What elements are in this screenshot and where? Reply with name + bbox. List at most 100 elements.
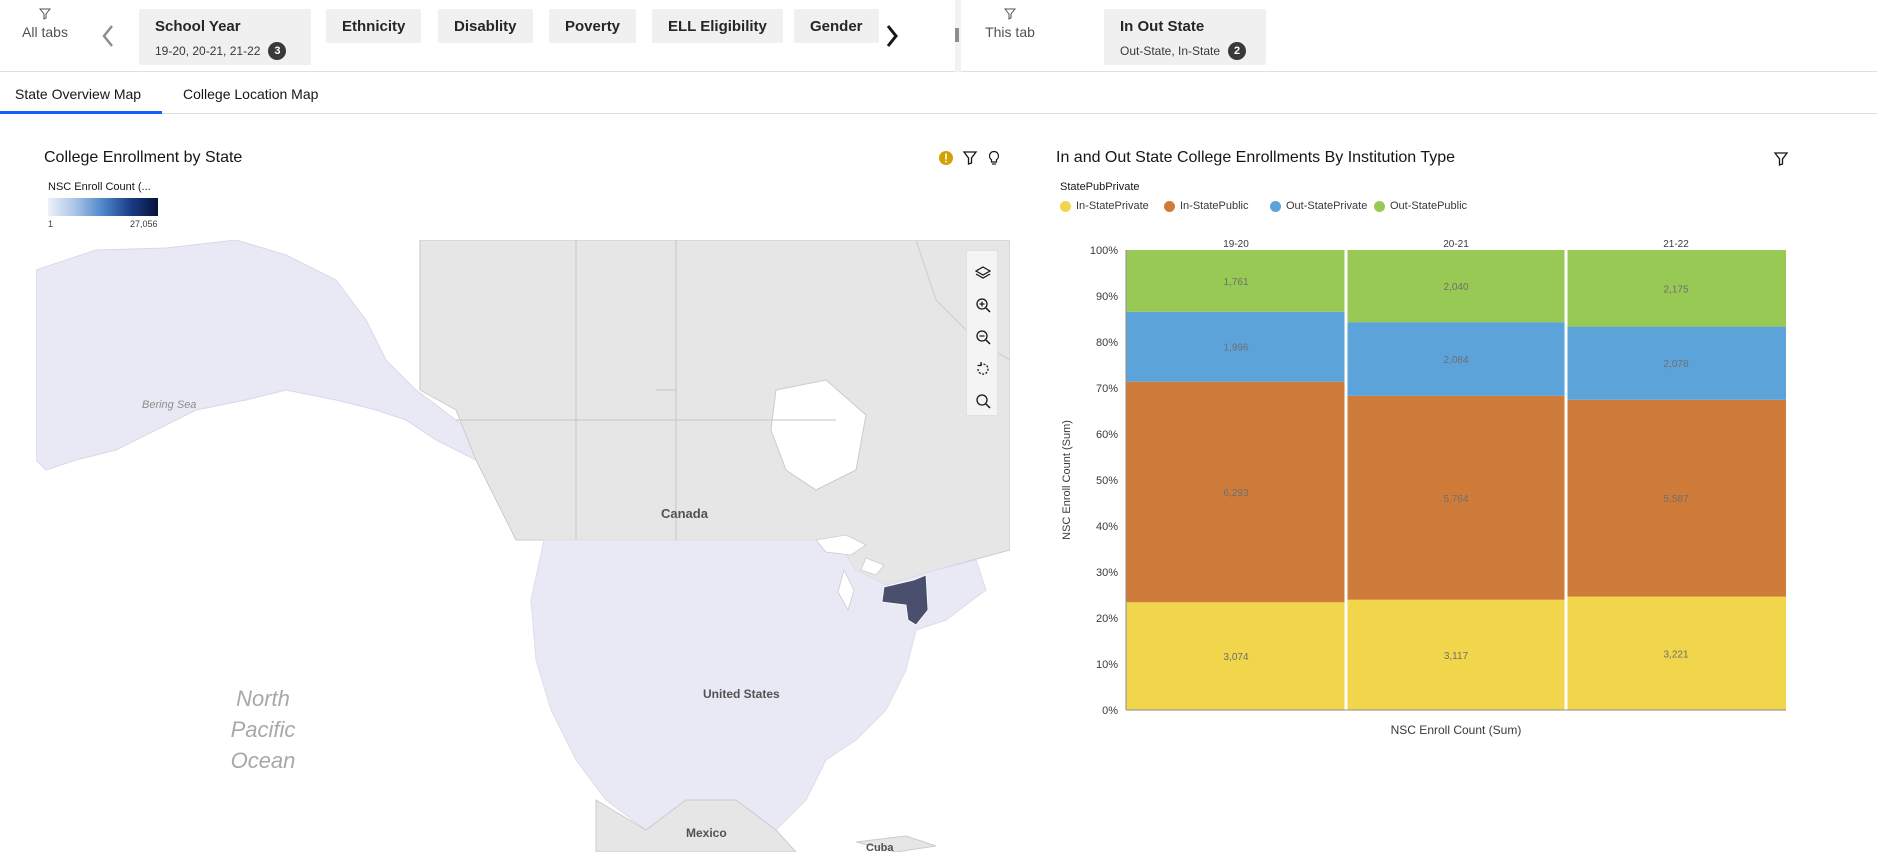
mexico-region[interactable] <box>595 799 797 852</box>
y-tick-label: 50% <box>1096 475 1118 487</box>
legend-item[interactable]: In-StatePrivate <box>1060 200 1149 212</box>
y-tick-label: 10% <box>1096 659 1118 671</box>
gender-filter-title: Gender <box>810 18 863 35</box>
filter-icon <box>1004 8 1016 20</box>
y-tick-label: 100% <box>1090 245 1118 257</box>
data-label: 1,996 <box>1223 343 1248 354</box>
in-out-state-filter[interactable]: In Out State Out-State, In-State 2 <box>1104 9 1266 65</box>
all-tabs-label: All tabs <box>22 24 68 40</box>
north-pacific-label: North <box>236 686 290 711</box>
legend-label: In-StatePrivate <box>1076 200 1149 212</box>
zoom-out-icon[interactable] <box>975 329 991 345</box>
chart-widget-title: In and Out State College Enrollments By … <box>1056 149 1456 166</box>
zoom-in-icon[interactable] <box>975 297 991 313</box>
bar-segment[interactable] <box>1566 399 1786 597</box>
legend-item[interactable]: In-StatePublic <box>1164 200 1248 212</box>
y-tick-label: 0% <box>1102 705 1118 717</box>
data-label: 2,078 <box>1663 359 1688 370</box>
legend-swatch <box>1374 200 1385 212</box>
data-label: 3,117 <box>1444 651 1469 662</box>
choropleth-map[interactable]: Bering Sea Canada United States North Pa… <box>36 240 1010 852</box>
chevron-left-icon[interactable] <box>98 20 118 52</box>
ell-eligibility-filter[interactable]: ELL Eligibility <box>652 9 783 43</box>
lightbulb-icon[interactable] <box>986 150 1002 166</box>
bar-segment[interactable] <box>1126 311 1346 382</box>
north-pacific-label: Ocean <box>231 748 296 773</box>
poverty-filter-title: Poverty <box>565 18 621 35</box>
reset-view-icon[interactable] <box>975 361 991 377</box>
data-label: 5,587 <box>1663 494 1688 505</box>
cuba-region <box>855 835 937 852</box>
bar-segment[interactable] <box>1566 250 1786 327</box>
bar-segment[interactable] <box>1566 596 1786 710</box>
filter-icon[interactable] <box>1773 151 1789 167</box>
legend-label: In-StatePublic <box>1180 200 1249 212</box>
bar-segment[interactable] <box>1126 602 1346 710</box>
canada-label: Canada <box>661 506 709 521</box>
bar-segment[interactable] <box>1566 326 1786 400</box>
data-label: 5,764 <box>1443 494 1468 505</box>
map-legend-max: 27,056 <box>130 219 158 229</box>
in-out-state-count-badge: 2 <box>1228 42 1247 60</box>
ell-eligibility-filter-title: ELL Eligibility <box>668 18 767 35</box>
divider-grip[interactable] <box>955 28 959 42</box>
chart-legend-title: StatePubPrivate <box>1060 181 1140 193</box>
tab-college-location-map[interactable]: College Location Map <box>183 86 319 102</box>
legend-item[interactable]: Out-StatePrivate <box>1270 200 1367 212</box>
new-york-state[interactable] <box>881 574 929 626</box>
bar-segment[interactable] <box>1346 322 1566 396</box>
in-out-state-filter-title: In Out State <box>1120 18 1205 35</box>
data-label: 1,761 <box>1223 277 1248 288</box>
tab-state-overview-map[interactable]: State Overview Map <box>0 84 162 114</box>
filter-icon[interactable] <box>962 150 978 166</box>
bar-segment[interactable] <box>1346 395 1566 600</box>
school-year-count-badge: 3 <box>268 42 287 60</box>
y-tick-label: 20% <box>1096 613 1118 625</box>
united-states-region[interactable] <box>530 539 987 831</box>
bar-segment[interactable] <box>1346 250 1566 323</box>
chevron-right-icon[interactable] <box>882 20 902 52</box>
legend-item[interactable]: Out-StatePublic <box>1374 200 1467 212</box>
filter-icon <box>39 8 51 20</box>
hudson-bay <box>770 379 867 491</box>
stacked-bar-chart[interactable]: 0% 10% 20% 30% 40% 50% 60% 70% 80% 90% 100% 3,074 6,… <box>1056 236 1856 746</box>
y-tick-label: 80% <box>1096 337 1118 349</box>
this-tab-filter-scope[interactable]: This tab <box>975 8 1045 40</box>
x-axis-title: NSC Enroll Count (Sum) <box>1391 723 1522 737</box>
all-tabs-filter-scope[interactable]: All tabs <box>10 8 80 40</box>
alaska-region[interactable] <box>36 240 507 482</box>
bar-segment[interactable] <box>1126 381 1346 603</box>
disability-filter[interactable]: Disablity <box>438 9 533 43</box>
this-tab-label: This tab <box>985 24 1035 40</box>
bar-segment[interactable] <box>1126 250 1346 312</box>
legend-label: Out-StatePublic <box>1390 200 1468 212</box>
map-controls <box>966 250 998 416</box>
province-borders <box>419 240 836 550</box>
map-legend-min: 1 <box>48 219 54 229</box>
bar-segment[interactable] <box>1346 599 1566 710</box>
cuba-label: Cuba <box>866 842 894 852</box>
category-label: 19-20 <box>1223 239 1249 250</box>
in-out-state-filter-value: Out-State, In-State <box>1120 44 1221 58</box>
layers-icon[interactable] <box>975 265 991 281</box>
bering-sea-label: Bering Sea <box>142 399 196 411</box>
search-icon[interactable] <box>975 393 991 409</box>
data-label: 3,074 <box>1223 652 1248 663</box>
great-lakes <box>815 534 885 612</box>
y-tick-label: 60% <box>1096 429 1118 441</box>
ethnicity-filter[interactable]: Ethnicity <box>326 9 422 43</box>
school-year-filter[interactable]: School Year 19-20, 20-21, 21-22 3 <box>139 9 311 65</box>
data-label: 2,175 <box>1663 284 1688 295</box>
map-widget-title: College Enrollment by State <box>44 149 243 166</box>
warning-icon[interactable] <box>938 150 954 166</box>
data-label: 3,221 <box>1663 649 1688 660</box>
legend-swatch <box>1270 200 1281 212</box>
data-label: 2,084 <box>1443 355 1468 366</box>
legend-label: Out-StatePrivate <box>1286 200 1368 212</box>
ethnicity-filter-title: Ethnicity <box>342 18 406 35</box>
legend-swatch <box>1164 200 1175 212</box>
gender-filter[interactable]: Gender <box>794 9 879 43</box>
map-legend-title: NSC Enroll Count (... <box>48 181 151 193</box>
north-pacific-label: Pacific <box>231 717 296 742</box>
poverty-filter[interactable]: Poverty <box>549 9 637 43</box>
